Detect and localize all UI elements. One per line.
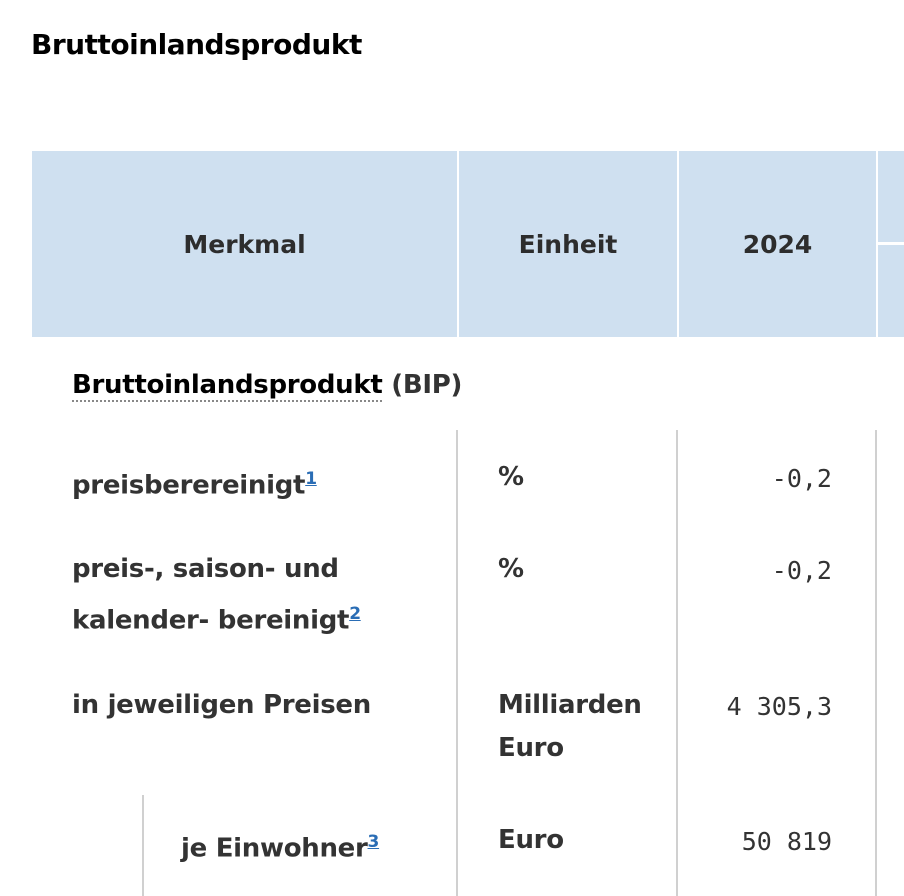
header-einheit: Einheit: [459, 151, 677, 337]
header-merkmal: Merkmal: [32, 151, 457, 337]
divider: [676, 430, 678, 896]
row-unit: Milliarden Euro: [498, 690, 642, 763]
section-title: Bruttoinlandsprodukt (BIP): [72, 364, 462, 407]
row-unit: %: [498, 554, 524, 584]
row-label: je Einwohner3: [181, 832, 380, 864]
bip-abbr-term: Bruttoinlandsprodukt: [72, 370, 383, 402]
header-2024: 2024: [679, 151, 876, 337]
indent-divider: [142, 795, 144, 896]
page-title: Bruttoinlandsprodukt: [31, 28, 362, 61]
row-unit: Euro: [498, 825, 564, 855]
row-label: in jeweiligen Preisen: [72, 690, 371, 720]
footnote-link[interactable]: 3: [367, 832, 380, 852]
header-next-top: [878, 151, 904, 242]
row-label: preisberereinigt1: [72, 469, 317, 501]
divider: [875, 430, 877, 896]
footnote-link[interactable]: 2: [349, 604, 361, 624]
bip-abbr: (BIP): [391, 370, 463, 400]
row-unit: %: [498, 462, 524, 492]
header-next-bottom: [878, 245, 904, 337]
row-value: 50 819: [741, 827, 832, 856]
row-value: -0,2: [771, 464, 832, 493]
row-value: 4 305,3: [726, 692, 832, 721]
row-label: preis-, saison- und kalender- bereinigt2: [72, 554, 361, 636]
footnote-link[interactable]: 1: [305, 469, 317, 489]
divider: [456, 430, 458, 896]
row-value: -0,2: [771, 556, 832, 585]
